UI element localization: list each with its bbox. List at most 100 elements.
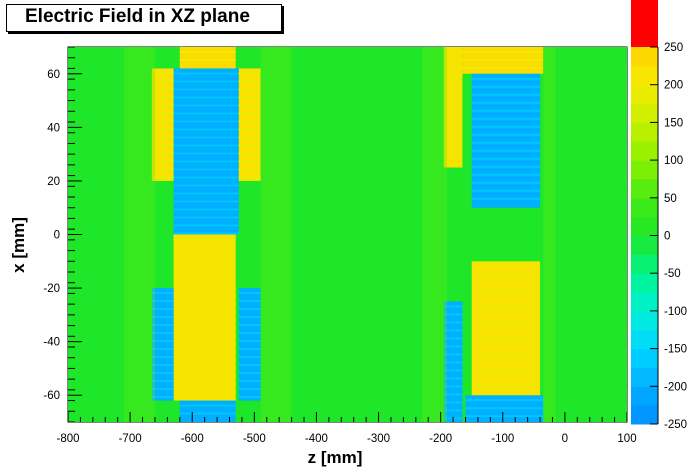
colorbar-tick-label: 0 [664,231,670,243]
colorbar-bin [631,178,658,199]
heatmap-stripe [204,192,239,195]
heatmap-stripe [471,189,541,192]
heatmap-stripe [471,345,541,348]
heatmap-stripe [471,305,541,308]
heatmap-stripe [204,120,239,123]
heatmap-stripe [238,364,261,367]
heatmap-stripe [238,300,261,303]
y-tick-label: 40 [47,122,60,134]
x-tick-label: -600 [181,433,204,445]
heatmap-stripe [238,308,261,311]
x-tick-label: 0 [562,433,568,445]
heatmap-stripe [173,176,205,179]
heatmap-region [179,400,236,422]
heatmap-stripe [151,356,174,359]
heatmap-stripe [471,93,541,96]
heatmap-stripe [151,168,174,171]
heatmap-stripe [471,313,541,316]
heatmap-stripe [238,176,261,179]
heatmap-stripe [173,398,236,401]
heatmap-stripe [471,77,541,80]
heatmap-stripe [238,348,261,351]
heatmap-stripe [443,345,463,348]
heatmap-stripe [462,59,544,61]
heatmap-stripe [204,200,239,203]
y-tick-label: 0 [54,230,60,242]
heatmap-stripe [151,348,174,351]
heatmap-stripe [238,136,261,139]
heatmap-stripe [471,289,541,292]
heatmap-stripe [204,128,239,131]
heatmap-stripe [173,200,205,203]
heatmap-stripe [443,51,463,53]
heatmap-stripe [204,176,239,179]
colorbar-bin [631,84,658,105]
heatmap-stripe [238,160,261,163]
heatmap-stripe [173,310,236,313]
heatmap-stripe [204,224,239,227]
colorbar-bin [631,386,658,406]
heatmap-stripe [471,125,541,128]
heatmap-stripe [443,369,463,372]
heatmap-stripe [173,88,205,91]
heatmap-stripe [471,377,541,380]
heatmap-stripe [471,101,541,104]
heatmap-stripe [151,308,174,311]
x-tick-label: -100 [491,433,514,445]
heatmap-stripe [173,390,236,393]
title-box: Electric Field in XZ plane [6,4,282,32]
heatmap-stripe [179,404,236,407]
heatmap-stripe [151,340,174,343]
heatmap-stripe [151,80,174,83]
heatmap-stripe [173,216,205,219]
heatmap-stripe [173,80,205,83]
heatmap-stripe [151,332,174,335]
heatmap-fringe [260,47,292,422]
heatmap-stripe [151,120,174,123]
heatmap-stripe [173,262,236,265]
heatmap-stripe [238,396,261,399]
heatmap-stripe [173,112,205,115]
heatmap-stripe [471,321,541,324]
heatmap-stripe [204,184,239,187]
x-tick-label: -500 [243,433,266,445]
heatmap-stripe [471,117,541,120]
colorbar-tick-label: 200 [664,80,683,92]
heatmap-stripe [173,270,236,273]
y-tick-label: -60 [43,390,60,402]
heatmap-stripe [173,208,205,211]
y-axis: -60 -40 -20 0 20 40 60 [43,46,82,423]
heatmap-stripe [443,91,463,93]
heatmap-stripe [173,334,236,337]
x-tick-label: 100 [617,433,636,445]
heatmap-stripe [471,297,541,300]
colorbar-bin [631,160,658,180]
heatmap-stripe [238,120,261,123]
heatmap-stripe [443,353,463,356]
heatmap-stripe [471,281,541,284]
heatmap-stripe [238,168,261,171]
heatmap-stripe [238,104,261,107]
heatmap-stripe [238,316,261,319]
heatmap-stripe [151,372,174,375]
heatmap-fringe [422,47,447,422]
heatmap-stripe [151,88,174,91]
heatmap-stripe [462,67,544,69]
heatmap-stripe [471,197,541,200]
colorbar-bin [631,103,658,123]
colorbar-bin [631,310,658,331]
heatmap-stripe [204,232,239,235]
heatmap-stripe [238,388,261,391]
heatmap-stripe [173,120,205,123]
heatmap-stripe [465,415,544,418]
heatmap-stripe [204,216,239,219]
heatmap-stripe [465,407,544,410]
heatmap-stripe [443,321,463,324]
heatmap-stripe [443,147,463,149]
heatmap-stripe [238,356,261,359]
heatmap-stripe [443,123,463,125]
heatmap-stripe [443,99,463,101]
heatmap-stripe [173,224,205,227]
heatmap-stripe [443,305,463,308]
